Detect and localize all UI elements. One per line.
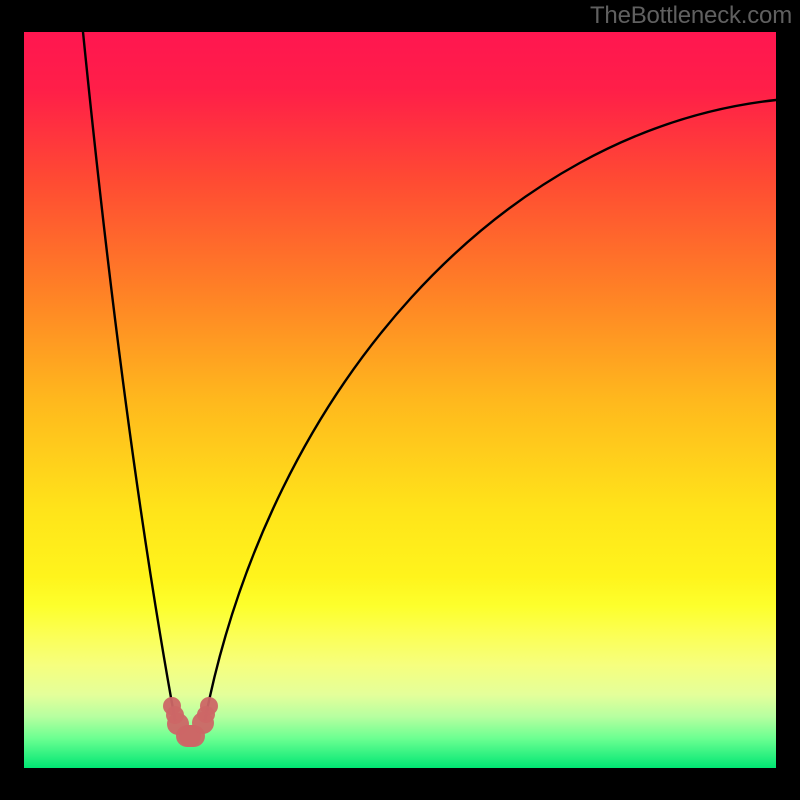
plot-area	[24, 32, 776, 768]
watermark-text: TheBottleneck.com	[590, 2, 792, 30]
chart-container: TheBottleneck.com	[0, 0, 800, 800]
bottleneck-chart-svg	[0, 0, 800, 800]
